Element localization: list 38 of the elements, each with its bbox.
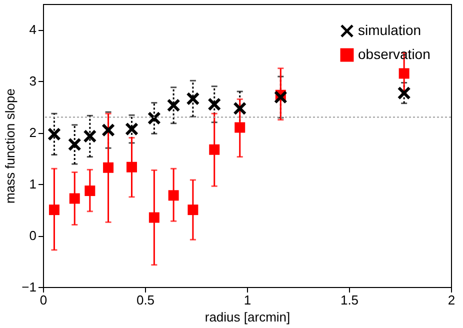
x-axis-title: radius [arcmin] [204, 310, 290, 324]
point [168, 190, 179, 201]
point [148, 212, 160, 223]
x-tick-label: 0.5 [136, 292, 155, 308]
point [209, 144, 220, 155]
point [166, 98, 180, 112]
point [48, 204, 60, 216]
point [274, 90, 288, 104]
point [208, 98, 222, 112]
point [68, 138, 82, 152]
point [234, 122, 246, 133]
x-tick-label: 0 [40, 292, 48, 308]
y-tick-label: 4 [29, 22, 36, 38]
y-axis-title: mass function slope [2, 88, 18, 204]
y-tick-label: 2 [29, 125, 36, 140]
legend-label: simulation [358, 22, 422, 38]
point [233, 102, 247, 116]
point [103, 162, 114, 173]
point [147, 111, 161, 125]
point [69, 193, 80, 204]
point [186, 92, 200, 106]
point [188, 204, 198, 216]
y-tick-label: 0 [29, 228, 36, 244]
point [397, 86, 411, 100]
point [126, 162, 137, 172]
point [124, 122, 138, 136]
point [102, 123, 116, 137]
point [47, 127, 61, 141]
y-tick-label: −1 [22, 280, 36, 294]
y-tick-label: 3 [29, 74, 36, 89]
y-tick-label: 1 [29, 176, 36, 192]
x-tick-label: 1.5 [340, 292, 359, 308]
legend-label: observation [358, 46, 430, 62]
point [84, 186, 96, 196]
x-tick-label: 2 [448, 292, 456, 308]
x-tick-label: 1 [244, 292, 252, 308]
point [83, 129, 97, 143]
point [398, 68, 410, 79]
